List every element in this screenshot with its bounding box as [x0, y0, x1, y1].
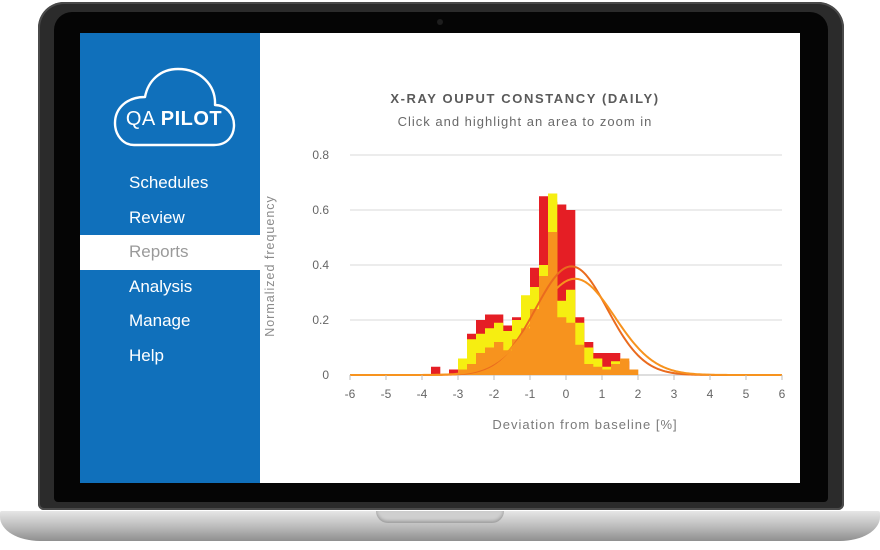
- x-tick-label: 2: [635, 387, 642, 401]
- sidebar-nav: Schedules Review Reports Analysis Manage…: [80, 166, 260, 373]
- histogram-bar: [467, 339, 477, 375]
- histogram-bar: [548, 232, 558, 375]
- sidebar-item-analysis[interactable]: Analysis: [129, 276, 193, 296]
- histogram-bar: [620, 358, 630, 375]
- x-tick-label: 4: [707, 387, 714, 401]
- sidebar-item-manage[interactable]: Manage: [129, 311, 191, 330]
- histogram-bar: [458, 358, 468, 375]
- histogram-bar: [611, 364, 621, 375]
- histogram-bar: [629, 369, 639, 375]
- chart-title: X-RAY OUPUT CONSTANCY (DAILY): [390, 91, 660, 106]
- laptop-notch: [376, 511, 504, 523]
- x-tick-label: -1: [525, 387, 536, 401]
- fit-curve: [350, 277, 782, 376]
- camera-icon: [437, 19, 443, 25]
- histogram-bar: [449, 369, 459, 375]
- app-screen: QA PILOT Schedules Review Reports Analys…: [80, 33, 800, 483]
- x-tick-label: -6: [345, 387, 356, 401]
- histogram-bar: [575, 344, 585, 375]
- histogram-bar: [584, 347, 594, 375]
- y-tick-label: 0: [322, 368, 329, 382]
- sidebar-item-reports[interactable]: Reports: [80, 235, 260, 270]
- logo-text: QA PILOT: [112, 108, 236, 131]
- histogram-bar: [539, 276, 549, 375]
- chart-subtitle: Click and highlight an area to zoom in: [397, 114, 653, 129]
- x-tick-label: 6: [779, 387, 786, 401]
- x-tick-label: 1: [599, 387, 606, 401]
- report-panel: X-RAY OUPUT CONSTANCY (DAILY) Click and …: [260, 33, 800, 483]
- y-tick-label: 0.2: [312, 313, 329, 327]
- histogram-bar: [521, 328, 531, 375]
- logo-brand: PILOT: [160, 108, 223, 130]
- histogram-bar: [512, 339, 522, 375]
- histogram-bar: [485, 347, 495, 375]
- x-tick-label: 3: [671, 387, 678, 401]
- histogram-bar: [503, 350, 513, 375]
- x-tick-label: -5: [381, 387, 392, 401]
- logo-prefix: QA: [125, 108, 155, 130]
- sidebar-item-review[interactable]: Review: [129, 207, 185, 227]
- histogram-chart[interactable]: 0 0.2 0.4 0.6 0.8 -6 -5 -4 -3 -2 -1 0 1 2 3 4 5 6 Normali…: [260, 33, 800, 483]
- histogram-bar: [584, 364, 594, 375]
- histogram-bar: [602, 369, 612, 375]
- sidebar: QA PILOT Schedules Review Reports Analys…: [80, 33, 260, 483]
- x-tick-label: -2: [489, 387, 500, 401]
- x-tick-label: 0: [563, 387, 570, 401]
- x-tick-label: 5: [743, 387, 750, 401]
- histogram-bar: [557, 317, 567, 375]
- y-tick-label: 0.8: [312, 148, 329, 162]
- histogram-bar: [602, 353, 612, 375]
- x-axis-label: Deviation from baseline [%]: [492, 417, 677, 432]
- histogram-bar: [494, 342, 504, 375]
- y-axis-label: Normalized frequency: [263, 195, 277, 337]
- histogram-bar: [557, 204, 567, 375]
- cloud-icon: [113, 67, 236, 147]
- sidebar-item-schedules[interactable]: Schedules: [129, 173, 209, 192]
- sidebar-item-help[interactable]: Help: [129, 345, 164, 365]
- y-tick-label: 0.6: [312, 203, 329, 217]
- y-tick-label: 0.4: [312, 258, 329, 272]
- histogram-bar: [467, 364, 477, 375]
- histogram-bar: [530, 309, 540, 375]
- logo[interactable]: QA PILOT: [112, 63, 236, 153]
- x-tick-label: -3: [453, 387, 464, 401]
- histogram-bar: [476, 353, 486, 375]
- histogram-bar: [431, 366, 441, 375]
- histogram-bar: [593, 366, 603, 375]
- histogram-bar: [458, 369, 468, 375]
- histogram-bar: [566, 322, 576, 375]
- x-tick-label: -4: [417, 387, 428, 401]
